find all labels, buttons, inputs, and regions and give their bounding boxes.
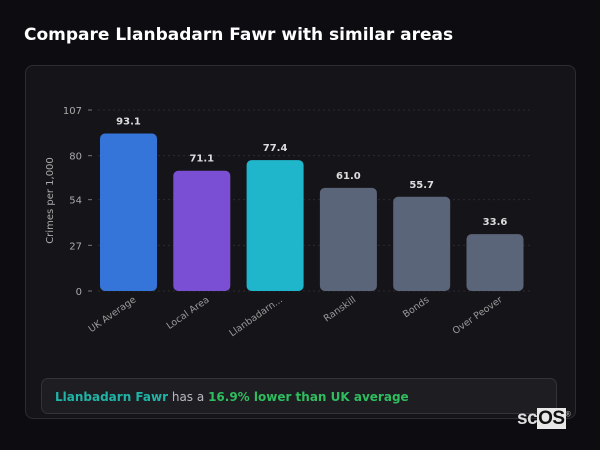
x-tick-label: Ranskill [322, 294, 358, 324]
y-tick-label: 27 [69, 241, 82, 252]
x-tick-label: Bonds [401, 294, 431, 320]
x-tick-label: Over Peover [451, 294, 505, 336]
value-label: 33.6 [483, 217, 508, 228]
bar [246, 160, 304, 291]
y-tick-label: 54 [69, 196, 82, 207]
bar [100, 133, 157, 291]
value-label: 77.4 [263, 143, 288, 154]
logo: scOS® [517, 408, 571, 429]
bar [466, 234, 524, 291]
summary-area: Llanbadarn Fawr [55, 390, 169, 404]
value-label: 55.7 [409, 180, 434, 191]
summary-comparison: 16.9% lower than UK average [208, 390, 409, 404]
bar [393, 196, 451, 291]
value-label: 93.1 [116, 117, 141, 128]
y-axis-label: Crimes per 1,000 [45, 157, 56, 244]
bar [173, 170, 231, 291]
page-title: Compare Llanbadarn Fawr with similar are… [24, 25, 454, 45]
x-tick-label: Local Area [165, 294, 212, 331]
value-label: 71.1 [189, 154, 214, 165]
x-tick-label: UK Average [87, 294, 139, 335]
value-label: 61.0 [336, 171, 361, 182]
x-tick-label: Llanbadarn... [227, 294, 284, 339]
summary-box: Llanbadarn Fawr has a 16.9% lower than U… [41, 378, 557, 414]
y-tick-label: 107 [63, 106, 82, 117]
y-tick-label: 0 [76, 287, 82, 298]
bar [319, 187, 377, 291]
summary-connector: has a [171, 390, 205, 404]
y-tick-label: 80 [69, 152, 82, 163]
